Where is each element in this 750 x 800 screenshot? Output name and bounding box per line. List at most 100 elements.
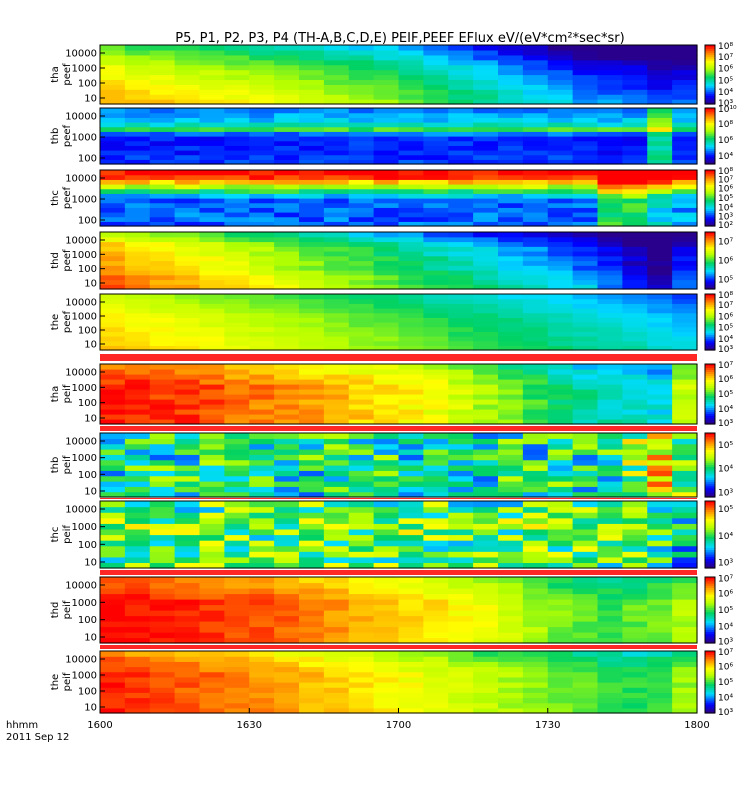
heatmap-cell bbox=[398, 179, 424, 185]
heatmap-cell bbox=[423, 419, 449, 425]
heatmap-cell bbox=[423, 345, 449, 351]
y-tick-label: 10000 bbox=[65, 112, 97, 123]
heatmap-cell bbox=[448, 312, 474, 318]
heatmap-cell bbox=[224, 294, 250, 300]
heatmap-cell bbox=[647, 112, 673, 118]
heatmap-cell bbox=[299, 117, 325, 123]
heatmap-cell bbox=[547, 136, 574, 142]
colorbar-tick-label: 10⁶ bbox=[718, 375, 733, 385]
heatmap-cell bbox=[249, 198, 275, 204]
heatmap-cell bbox=[522, 379, 549, 385]
heatmap-cell bbox=[373, 184, 400, 190]
heatmap-cell bbox=[398, 707, 424, 714]
heatmap-cell bbox=[199, 449, 225, 455]
heatmap-cell bbox=[473, 265, 499, 271]
heatmap-cell bbox=[672, 159, 698, 165]
colorbar-swatch bbox=[705, 333, 715, 336]
heatmap-cell bbox=[274, 336, 300, 342]
heatmap-cell bbox=[622, 671, 648, 678]
heatmap-cell bbox=[547, 582, 574, 589]
heatmap-cell bbox=[149, 294, 176, 300]
colorbar-swatch bbox=[705, 121, 715, 124]
heatmap-cell bbox=[224, 99, 250, 105]
heatmap-cell bbox=[149, 260, 176, 266]
heatmap-cell bbox=[124, 188, 151, 194]
heatmap-cell bbox=[174, 676, 201, 683]
heatmap-cell bbox=[199, 651, 225, 657]
colorbar-swatch bbox=[705, 136, 715, 139]
heatmap-cell bbox=[274, 454, 300, 461]
heatmap-cell bbox=[448, 45, 474, 51]
heatmap-cell bbox=[274, 241, 300, 247]
heatmap-cell bbox=[274, 517, 300, 524]
heatmap-cell bbox=[373, 221, 400, 227]
heatmap-cell bbox=[647, 193, 673, 199]
heatmap-cell bbox=[149, 666, 176, 673]
heatmap-cell bbox=[522, 340, 549, 346]
heatmap-cell bbox=[398, 523, 424, 530]
heatmap-cell bbox=[373, 188, 400, 194]
heatmap-cell bbox=[398, 159, 424, 165]
heatmap-cell bbox=[423, 117, 449, 123]
heatmap-cell bbox=[622, 64, 648, 71]
colorbar-swatch bbox=[705, 179, 715, 182]
heatmap-cell bbox=[323, 174, 350, 180]
heatmap-cell bbox=[199, 692, 225, 699]
heatmap-cell bbox=[348, 270, 375, 276]
heatmap-cell bbox=[572, 221, 599, 227]
heatmap-cell bbox=[249, 610, 275, 617]
heatmap-cell bbox=[149, 326, 176, 332]
heatmap-cell bbox=[124, 682, 151, 688]
heatmap-cell bbox=[398, 454, 424, 461]
heatmap-cell bbox=[448, 523, 474, 530]
heatmap-cell bbox=[299, 145, 325, 151]
heatmap-cell bbox=[572, 671, 599, 678]
heatmap-cell bbox=[522, 577, 549, 584]
heatmap-cell bbox=[249, 666, 275, 673]
colorbar-tick-label: 10⁶ bbox=[718, 65, 733, 75]
heatmap-cell bbox=[174, 331, 201, 337]
heatmap-cell bbox=[149, 512, 176, 519]
heatmap-cell bbox=[572, 174, 599, 180]
heatmap-cell bbox=[299, 294, 325, 300]
heatmap-cell bbox=[398, 79, 424, 85]
heatmap-cell bbox=[448, 345, 474, 351]
heatmap-cell bbox=[348, 438, 375, 445]
heatmap-cell bbox=[348, 79, 375, 85]
heatmap-cell bbox=[323, 170, 350, 176]
heatmap-cell bbox=[299, 687, 325, 693]
heatmap-cell bbox=[473, 126, 499, 132]
heatmap-cell bbox=[224, 140, 250, 146]
heatmap-cell bbox=[348, 551, 375, 558]
heatmap-cell bbox=[522, 207, 549, 213]
heatmap-cell bbox=[100, 136, 126, 142]
heatmap-cell bbox=[124, 610, 151, 617]
heatmap-cell bbox=[572, 198, 599, 204]
colorbar-swatch bbox=[705, 143, 715, 146]
colorbar-swatch bbox=[705, 625, 715, 629]
y-axis-label-probe: thc bbox=[50, 527, 61, 543]
heatmap-cell bbox=[572, 251, 599, 257]
heatmap-cell bbox=[597, 294, 623, 300]
heatmap-cell bbox=[498, 84, 524, 90]
heatmap-cell bbox=[373, 389, 400, 395]
heatmap-cell bbox=[572, 384, 599, 390]
heatmap-cell bbox=[498, 94, 524, 100]
colorbar-swatch bbox=[705, 592, 715, 596]
heatmap-cell bbox=[672, 409, 698, 415]
heatmap-cell bbox=[199, 470, 225, 477]
heatmap-cell bbox=[149, 198, 176, 204]
colorbar-swatch bbox=[705, 392, 715, 395]
heatmap-cell bbox=[423, 459, 449, 466]
heatmap-cell bbox=[597, 534, 623, 541]
heatmap-cell bbox=[448, 588, 474, 595]
heatmap-cell bbox=[124, 399, 151, 405]
heatmap-cell bbox=[299, 692, 325, 699]
heatmap-cell bbox=[622, 322, 648, 328]
heatmap-cell bbox=[100, 379, 126, 385]
heatmap-cell bbox=[249, 154, 275, 160]
heatmap-cell bbox=[522, 174, 549, 180]
heatmap-cell bbox=[224, 588, 250, 595]
heatmap-cell bbox=[174, 150, 201, 156]
heatmap-cell bbox=[448, 369, 474, 375]
